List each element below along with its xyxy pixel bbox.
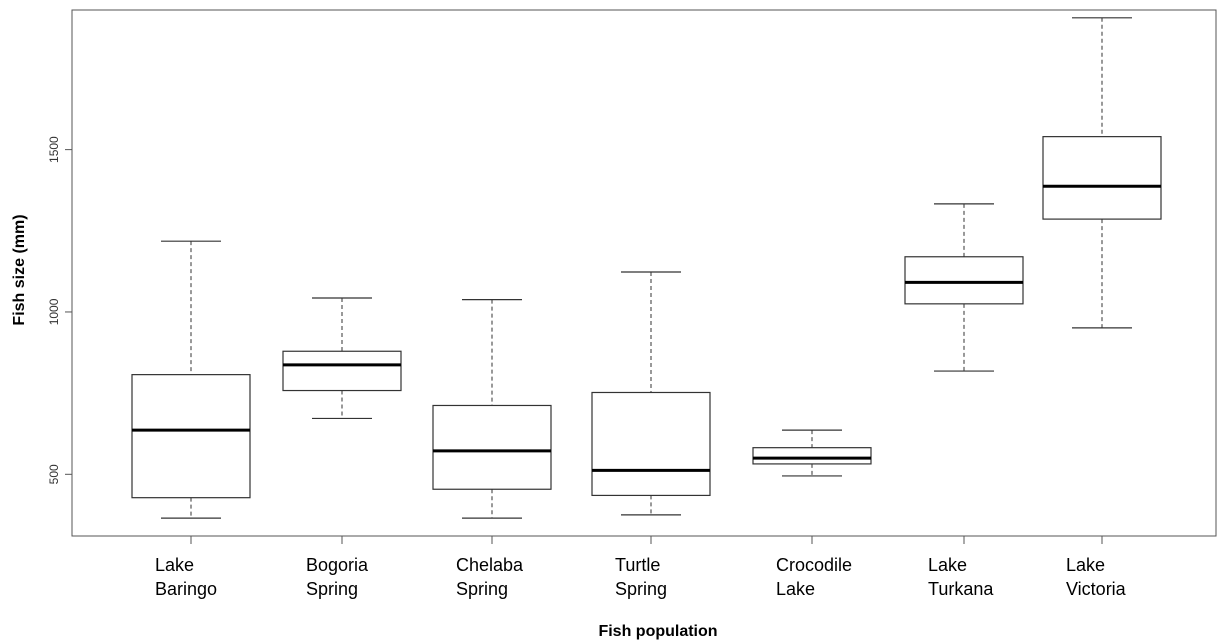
iqr-box xyxy=(904,256,1024,305)
x-category-label-line: Spring xyxy=(456,579,508,599)
box-group xyxy=(432,299,552,519)
y-tick-label: 500 xyxy=(47,464,61,484)
x-category-label-line: Spring xyxy=(306,579,358,599)
x-category-label-line: Lake xyxy=(1066,555,1105,575)
boxes xyxy=(131,17,1162,519)
y-tick-label: 1000 xyxy=(47,298,61,325)
x-category-label: Lake Baringo xyxy=(155,555,217,599)
y-axis-title: Fish size (mm) xyxy=(11,214,28,325)
x-category-label: Turtle Spring xyxy=(615,555,667,599)
x-category-label: Lake Victoria xyxy=(1066,555,1127,599)
x-axis-title: Fish population xyxy=(598,623,717,640)
x-category-label-line: Spring xyxy=(615,579,667,599)
iqr-box xyxy=(131,374,251,499)
x-category-label-line: Lake xyxy=(928,555,967,575)
plot-frame xyxy=(71,9,1217,537)
x-category-label-line: Lake xyxy=(776,579,815,599)
x-category-label-line: Victoria xyxy=(1066,579,1127,599)
box-group xyxy=(1042,17,1162,329)
x-category-label: Crocodile Lake xyxy=(776,555,852,599)
x-category-label-line: Crocodile xyxy=(776,555,852,575)
x-category-label: Chelaba Spring xyxy=(456,555,524,599)
iqr-box xyxy=(282,350,402,392)
x-category-label: Lake Turkana xyxy=(928,555,994,599)
box-group xyxy=(904,203,1024,372)
x-category-label-line: Lake xyxy=(155,555,194,575)
x-category-label-line: Turkana xyxy=(928,579,994,599)
box-group xyxy=(282,297,402,420)
x-category-label: Bogoria Spring xyxy=(306,555,369,599)
y-axis: 500 1000 1500 xyxy=(47,136,72,484)
iqr-box xyxy=(591,391,711,497)
box-group xyxy=(591,271,711,516)
iqr-box xyxy=(752,447,872,465)
x-category-label-line: Turtle xyxy=(615,555,660,575)
iqr-box xyxy=(432,404,552,490)
x-category-label-line: Bogoria xyxy=(306,555,369,575)
box-group xyxy=(131,240,251,519)
x-category-label-line: Baringo xyxy=(155,579,217,599)
box-group xyxy=(752,429,872,477)
x-category-label-line: Chelaba xyxy=(456,555,524,575)
iqr-box xyxy=(1042,136,1162,220)
y-tick-label: 1500 xyxy=(47,136,61,163)
